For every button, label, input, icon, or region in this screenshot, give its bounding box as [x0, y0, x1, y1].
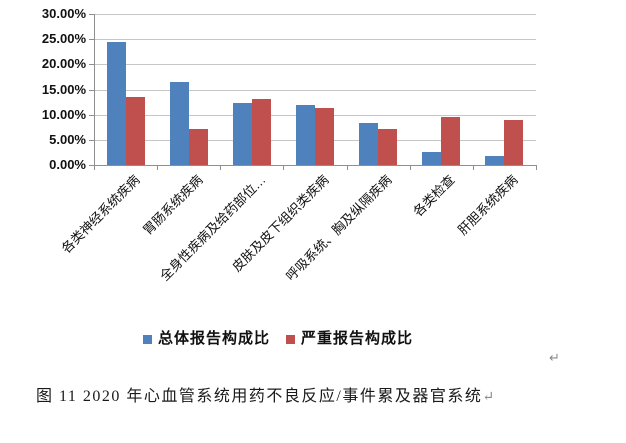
x-axis-tick [157, 166, 159, 170]
y-tick-label: 0.00% [49, 157, 86, 172]
x-axis-label: 肝胆系统疾病 [455, 172, 522, 238]
x-axis-tick [409, 166, 411, 170]
y-tick-label: 20.00% [41, 56, 86, 72]
caption-text: 图 11 2020 年心血管系统用药不良反应/事件累及器官系统 [36, 388, 483, 405]
y-axis-tick [89, 14, 94, 15]
gridline [94, 14, 536, 15]
y-axis-line [94, 14, 95, 166]
legend-item-serious: 严重报告构成比 [286, 330, 413, 348]
x-axis-line [94, 165, 537, 166]
x-axis-label: 全身性疾病及给药部位… [156, 172, 269, 284]
y-tick-label: 15.00% [41, 81, 86, 97]
bar-s0-c4 [359, 123, 379, 165]
bar-s1-c2 [251, 99, 271, 165]
x-axis-tick [536, 166, 537, 170]
x-axis-label: 胃肠系统疾病 [139, 172, 206, 238]
legend-item-total: 总体报告构成比 [143, 330, 270, 348]
y-axis-tick [89, 139, 94, 141]
legend-label-total: 总体报告构成比 [158, 330, 271, 347]
bar-s1-c5 [441, 116, 461, 165]
bar-s1-c4 [378, 128, 398, 165]
y-axis-tick [89, 89, 94, 91]
x-axis-tick [472, 166, 474, 170]
x-axis-tick [94, 166, 95, 170]
bar-s0-c0 [106, 41, 126, 165]
bar-s1-c0 [125, 97, 145, 165]
paragraph-mark: ↵ [549, 350, 560, 365]
caption-paragraph-mark: ↵ [482, 390, 495, 405]
x-axis-tick [283, 166, 285, 170]
bar-s1-c3 [315, 108, 334, 165]
y-tick-label: 25.00% [41, 31, 86, 47]
legend-swatch-red [286, 335, 296, 344]
bar-s1-c1 [188, 128, 208, 165]
bar-s0-c5 [422, 152, 442, 165]
legend-label-serious: 严重报告构成比 [301, 330, 414, 347]
gridline [94, 64, 536, 66]
x-axis-tick [346, 166, 348, 170]
figure-caption: 图 11 2020 年心血管系统用药不良反应/事件累及器官系统↵ [36, 382, 494, 406]
x-axis-tick [220, 166, 222, 170]
y-tick-label: 10.00% [41, 106, 86, 122]
y-axis-tick [89, 114, 94, 116]
y-axis-tick [89, 165, 94, 166]
bar-s0-c1 [169, 82, 189, 165]
gridline [94, 39, 536, 41]
x-axis-label: 各类神经系统疾病 [58, 172, 143, 257]
legend-swatch-blue [143, 335, 152, 344]
chart-legend: 总体报告构成比 严重报告构成比 [143, 330, 413, 348]
y-axis-tick [89, 39, 94, 41]
bar-s1-c6 [504, 119, 524, 165]
y-tick-label: 30.00% [41, 6, 86, 21]
y-tick-label: 5.00% [49, 131, 86, 147]
bar-s0-c6 [485, 155, 505, 165]
x-axis-label: 呼吸系统、胸及纵隔疾病 [283, 172, 395, 284]
gridline [94, 89, 536, 91]
bar-s0-c3 [296, 104, 315, 165]
x-axis-label: 各类检查 [410, 172, 458, 220]
y-axis-tick [89, 64, 94, 66]
bar-chart: 0.00% 5.00% 10.00% 15.00% 20.00% 25.00% 30.00%… [41, 6, 537, 348]
bar-s0-c2 [232, 103, 252, 165]
